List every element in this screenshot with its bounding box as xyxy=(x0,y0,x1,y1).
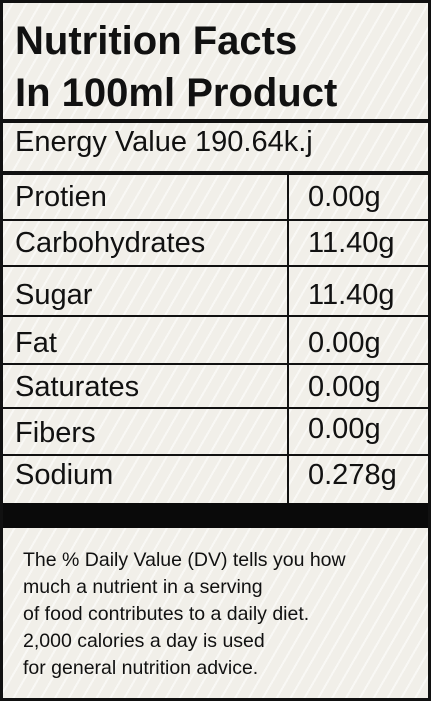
title-line-1: Nutrition Facts xyxy=(15,19,298,63)
row-divider xyxy=(3,363,428,365)
bottom-rule xyxy=(3,503,428,528)
row-divider xyxy=(3,407,428,409)
column-divider xyxy=(287,173,289,503)
nutrient-name-carbohydrates: Carbohydrates xyxy=(15,227,206,259)
row-divider xyxy=(3,315,428,317)
nutrient-name-sugar: Sugar xyxy=(15,279,93,311)
nutrient-name-sodium: Sodium xyxy=(15,459,114,491)
footnote-line: 2,000 calories a day is used xyxy=(23,630,265,652)
footnote-line: of food contributes to a daily diet. xyxy=(23,603,310,625)
footnote-line: The % Daily Value (DV) tells you how xyxy=(23,549,346,571)
footnote-line: for general nutrition advice. xyxy=(23,657,259,679)
row-divider xyxy=(3,219,428,221)
title-divider xyxy=(3,119,428,123)
row-divider xyxy=(3,265,428,267)
daily-value-footnote: The % Daily Value (DV) tells you how muc… xyxy=(23,547,346,682)
nutrient-name-fibers: Fibers xyxy=(15,417,96,449)
energy-divider xyxy=(3,171,428,175)
nutrient-value-protein: 0.00g xyxy=(308,181,381,213)
nutrient-value-sodium: 0.278g xyxy=(308,459,397,491)
nutrient-value-carbohydrates: 11.40g xyxy=(308,227,395,259)
nutrient-name-saturates: Saturates xyxy=(15,371,140,403)
nutrient-value-saturates: 0.00g xyxy=(308,371,381,403)
energy-value: Energy Value 190.64k.j xyxy=(15,126,313,158)
footnote-line: much a nutrient in a serving xyxy=(23,576,263,598)
title-line-2: In 100ml Product xyxy=(15,71,338,115)
nutrient-name-protein: Protien xyxy=(15,181,107,213)
nutrient-name-fat: Fat xyxy=(15,327,57,359)
nutrient-value-sugar: 11.40g xyxy=(308,279,395,311)
row-divider xyxy=(3,454,428,456)
nutrient-value-fat: 0.00g xyxy=(308,327,381,359)
label-title: Nutrition Facts In 100ml Product xyxy=(15,15,337,119)
nutrient-value-fibers: 0.00g xyxy=(308,413,381,445)
